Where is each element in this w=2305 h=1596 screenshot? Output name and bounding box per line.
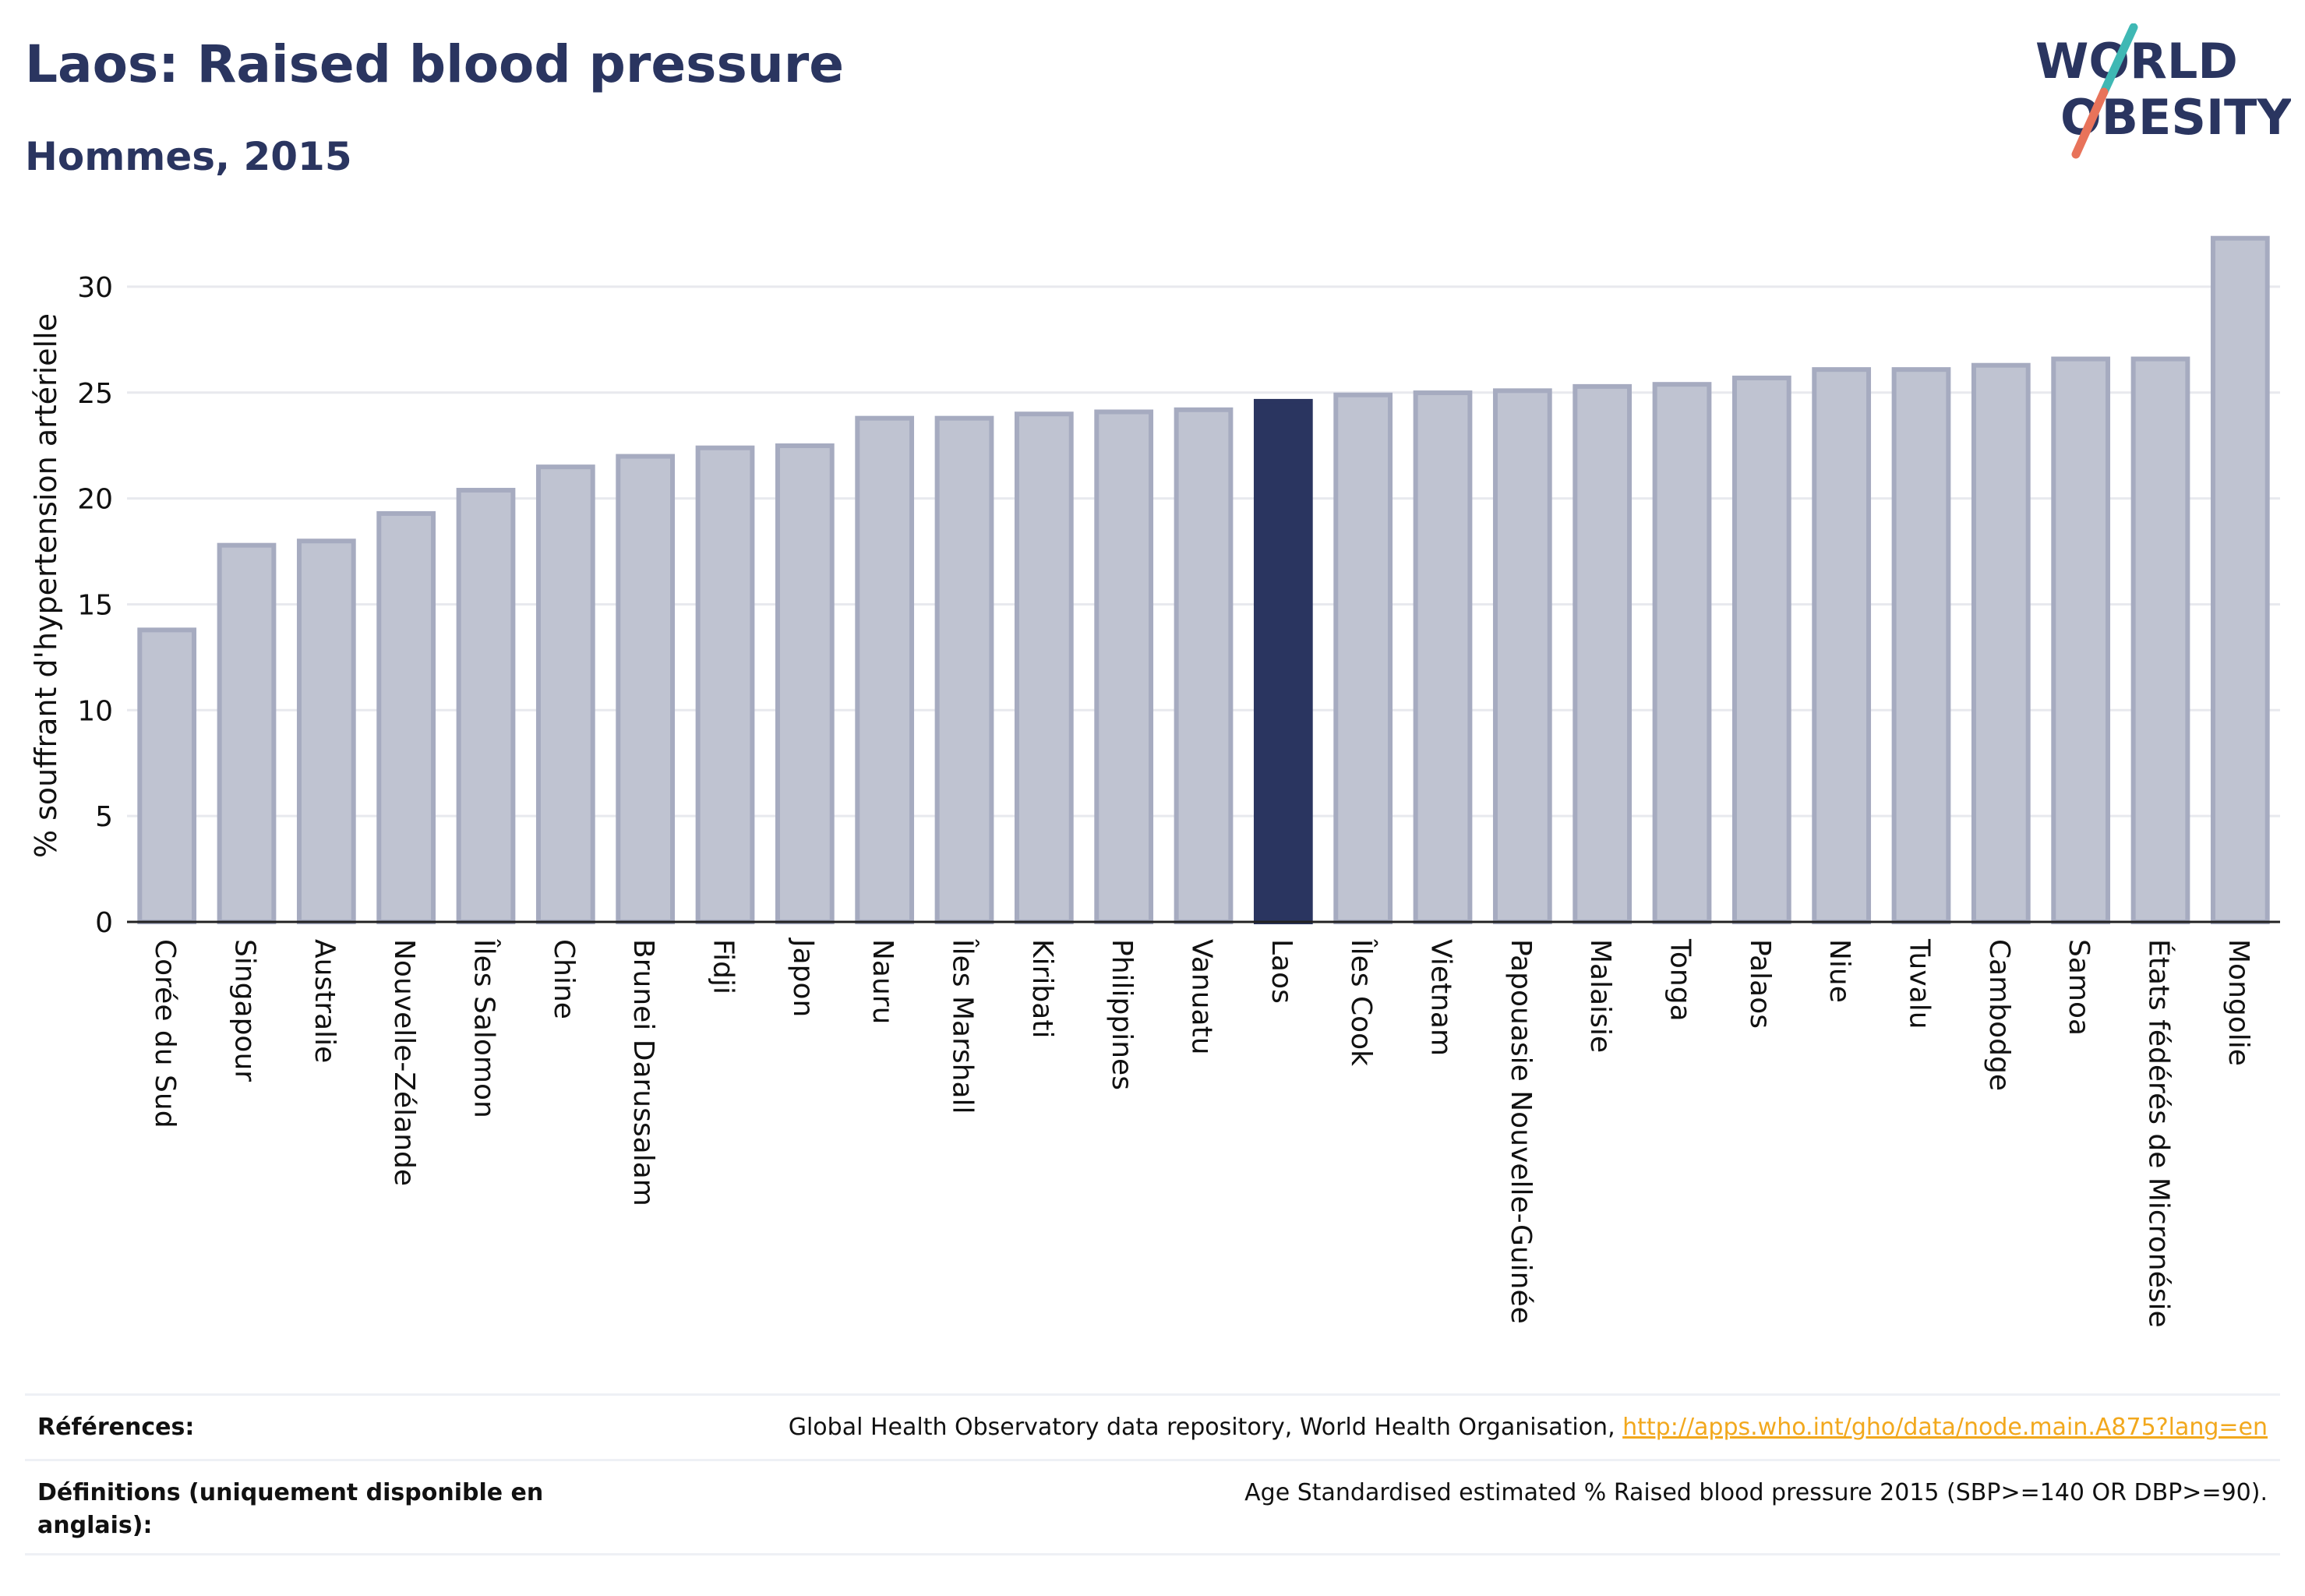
bar	[1174, 407, 1234, 924]
x-tick-label: Vietnam	[1425, 939, 1457, 1056]
x-tick-label: Philippines	[1106, 939, 1138, 1090]
x-tick-label: Japon	[787, 937, 819, 1017]
x-tick-label: États fédérés de Micronésie	[2143, 939, 2176, 1328]
x-tick-label: Kiribati	[1026, 939, 1058, 1038]
references-label: Références:	[37, 1414, 195, 1441]
y-tick-label: 25	[77, 378, 113, 410]
x-tick-label: Tuvalu	[1904, 938, 1936, 1029]
x-tick-label: Îles Marshall	[947, 938, 980, 1114]
bar	[1812, 367, 1872, 925]
bars	[137, 235, 2270, 925]
references-value: Global Health Observatory data repositor…	[789, 1411, 2268, 1444]
x-tick-label: Tonga	[1664, 938, 1696, 1022]
bar	[1971, 362, 2031, 924]
bar	[2210, 235, 2270, 924]
x-tick-label: Nauru	[867, 939, 898, 1024]
bar	[1333, 392, 1393, 924]
bar	[1094, 409, 1154, 924]
bar	[1731, 376, 1791, 924]
x-tick-label: Malaisie	[1584, 939, 1616, 1053]
bar	[855, 415, 915, 924]
bar	[1652, 382, 1712, 924]
x-tick-labels: Corée du Sud Singapour Australie Nouvelle-Z…	[149, 937, 2254, 1328]
bar	[1891, 367, 1951, 925]
world-obesity-logo: WORLD OBESITY	[2035, 23, 2291, 159]
bar	[376, 510, 436, 924]
x-tick-label: Îles Cook	[1345, 938, 1378, 1066]
x-tick-label: Cambodge	[1983, 939, 2015, 1091]
logo-slash-bottom	[2071, 87, 2109, 159]
y-axis-label: % souffrant d'hypertension artérielle	[29, 313, 63, 858]
y-tick-label: 0	[95, 907, 113, 939]
x-tick-label: Palaos	[1744, 939, 1776, 1029]
bar	[934, 415, 994, 924]
page-subtitle: Hommes, 2015	[25, 134, 352, 179]
x-tick-label: Laos	[1265, 939, 1297, 1004]
bar	[296, 538, 356, 925]
bar-highlight	[1253, 398, 1313, 924]
x-tick-label: Singapour	[229, 939, 261, 1082]
bar	[456, 488, 516, 924]
definitions-label: Définitions (uniquement disponible en an…	[37, 1479, 544, 1539]
y-tick-label: 5	[95, 801, 113, 833]
y-tick-label: 10	[77, 695, 113, 727]
x-tick-label: Niue	[1823, 939, 1855, 1003]
x-tick-label: Vanuatu	[1186, 939, 1218, 1055]
definitions-row: Définitions (uniquement disponible en an…	[25, 1459, 2280, 1555]
bar-chart: 0 5 10 15 20 25 30 Corée du Sud Singapour Austra…	[29, 235, 2280, 1328]
bar	[775, 443, 835, 924]
x-tick-label: Corée du Sud	[149, 939, 181, 1128]
y-tick-label: 15	[77, 589, 113, 621]
references-table: Références: Global Health Observatory da…	[25, 1393, 2280, 1555]
bar	[2130, 356, 2190, 924]
bar	[137, 627, 197, 925]
x-tick-label: Nouvelle-Zélande	[388, 939, 420, 1186]
page-title: Laos: Raised blood pressure	[25, 34, 845, 94]
bar	[1573, 383, 1633, 924]
references-link[interactable]: http://apps.who.int/gho/data/node.main.A…	[1622, 1414, 2268, 1441]
references-row: Références: Global Health Observatory da…	[25, 1393, 2280, 1459]
logo-line1: WORLD	[2035, 33, 2238, 90]
x-tick-label: Papouasie Nouvelle-Guinée	[1505, 939, 1537, 1324]
logo-slash-top	[2099, 23, 2138, 97]
y-tick-label: 30	[77, 272, 113, 304]
bar	[695, 445, 755, 924]
x-tick-label: Samoa	[2063, 939, 2095, 1036]
y-tick-labels: 0 5 10 15 20 25 30	[77, 272, 113, 939]
bar	[616, 454, 676, 924]
x-tick-label: Chine	[548, 939, 580, 1019]
bar	[1492, 388, 1552, 924]
x-tick-label: Îles Salomon	[468, 938, 501, 1118]
definitions-value: Age Standardised estimated % Raised bloo…	[1244, 1479, 2268, 1506]
x-tick-label: Fidji	[708, 939, 740, 994]
bar	[217, 542, 277, 924]
bar	[535, 464, 595, 924]
bar	[1014, 411, 1074, 924]
bar	[2051, 356, 2111, 924]
x-tick-label: Brunei Darussalam	[627, 939, 659, 1206]
references-text: Global Health Observatory data repositor…	[788, 1414, 1623, 1441]
bar	[1413, 390, 1473, 924]
x-tick-label: Mongolie	[2222, 939, 2254, 1066]
y-tick-label: 20	[77, 484, 113, 516]
x-tick-label: Australie	[309, 939, 341, 1063]
